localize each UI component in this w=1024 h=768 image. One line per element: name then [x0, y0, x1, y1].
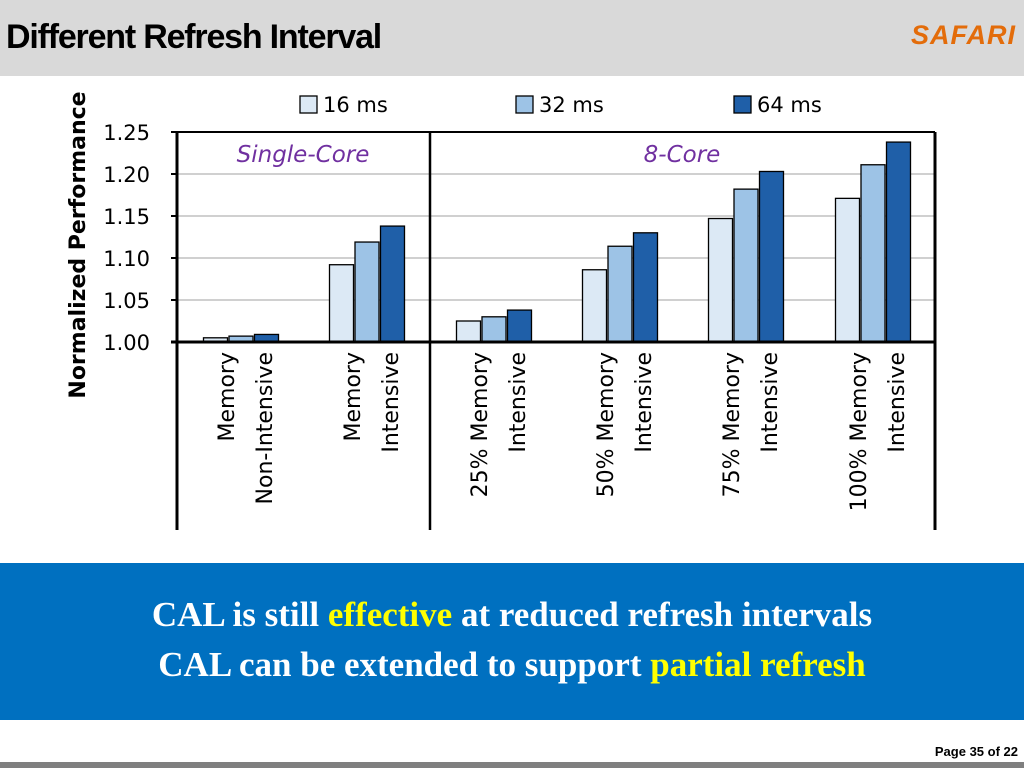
bars [202, 141, 912, 343]
legend-label-2: 64 ms [757, 93, 822, 117]
bar-5-2 [885, 141, 912, 343]
page-number: Page 35 of 22 [934, 744, 1018, 759]
slide-title: Different Refresh Interval [6, 18, 382, 56]
bar-1-2 [379, 225, 406, 343]
category-label-5-1: Intensive [885, 352, 910, 453]
legend-swatch-1 [515, 95, 534, 114]
bar-2-2 [506, 309, 533, 343]
bar-2-0 [455, 320, 482, 343]
takeaway-2-pre: CAL can be extended to support [158, 645, 642, 684]
bar-3-0 [581, 269, 608, 343]
slide-header: Different Refresh Interval SAFARI [0, 0, 1024, 76]
takeaway-1-highlight: effective [327, 595, 453, 634]
safari-logo: SAFARI [910, 20, 1016, 50]
category-label-4-1: Intensive [758, 352, 783, 453]
panel-label-1: 8-Core [644, 142, 721, 168]
category-label-3-0: 50% Memory [594, 352, 619, 497]
bar-3-1 [607, 245, 633, 343]
category-label-1-0: Memory [341, 352, 366, 441]
bar-5-1 [860, 164, 886, 343]
y-tick-label-3: 1.15 [103, 205, 150, 229]
y-tick-label-2: 1.10 [103, 247, 150, 271]
panel-label-0: Single-Core [237, 142, 370, 168]
bar-1-1 [354, 241, 380, 343]
y-axis-title: Normalized Performance [66, 91, 91, 398]
bar-1-0 [328, 264, 355, 343]
y-tick-label-1: 1.05 [103, 289, 150, 313]
axes [171, 131, 937, 530]
legend-label-0: 16 ms [323, 93, 388, 117]
takeaway-line-1: CAL is still effective at reduced refres… [0, 595, 1024, 635]
category-label-2-1: Intensive [506, 352, 531, 453]
refresh-interval-chart: 1.00 1.05 1.10 1.15 1.20 1.25 Normalized Perfo… [66, 91, 937, 530]
legend-label-1: 32 ms [539, 93, 604, 117]
labels: 1.00 1.05 1.10 1.15 1.20 1.25 Normalized Perfo… [66, 91, 910, 511]
bar-5-0 [834, 197, 861, 343]
takeaway-line-2: CAL can be extended to support partial r… [0, 645, 1024, 685]
bar-2-1 [481, 316, 507, 343]
bar-4-2 [758, 170, 785, 343]
footer-bar [0, 762, 1024, 768]
takeaway-banner: CAL is still effective at reduced refres… [0, 563, 1024, 720]
y-tick-label-0: 1.00 [103, 331, 150, 355]
takeaway-1-pre: CAL is still [151, 595, 320, 634]
category-label-4-0: 75% Memory [720, 352, 745, 497]
category-label-2-0: 25% Memory [468, 352, 493, 497]
category-label-0-1: Non-Intensive [253, 352, 278, 504]
y-tick-label-4: 1.20 [103, 163, 150, 187]
bar-3-2 [632, 232, 659, 343]
legend-swatch-2 [733, 95, 752, 114]
category-label-3-1: Intensive [632, 352, 657, 453]
y-tick-label-5: 1.25 [103, 121, 150, 145]
bar-4-1 [733, 188, 759, 343]
category-label-1-1: Intensive [379, 352, 404, 453]
legend-swatch-0 [299, 95, 318, 114]
takeaway-1-post: at reduced refresh intervals [460, 595, 873, 634]
takeaway-2-highlight: partial refresh [650, 645, 866, 684]
bar-4-0 [707, 217, 734, 343]
category-label-0-0: Memory [215, 352, 240, 441]
category-label-5-0: 100% Memory [847, 352, 872, 511]
